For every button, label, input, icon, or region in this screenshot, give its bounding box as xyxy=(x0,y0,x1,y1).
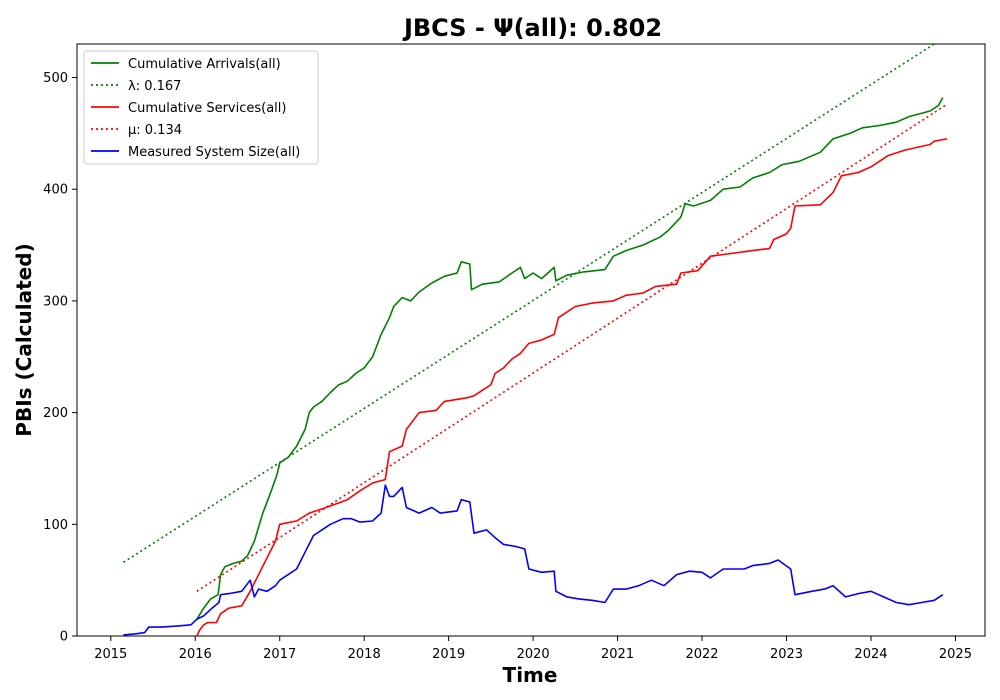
y-tick-label: 200 xyxy=(43,406,68,421)
y-tick-label: 500 xyxy=(43,71,68,86)
y-tick-label: 400 xyxy=(43,183,68,198)
x-tick-label: 2017 xyxy=(263,647,296,662)
x-tick-label: 2021 xyxy=(601,647,634,662)
y-tick-label: 300 xyxy=(43,294,68,309)
legend-label-4: Measured System Size(all) xyxy=(128,145,300,160)
series-line-4 xyxy=(123,484,944,636)
x-tick-label: 2019 xyxy=(432,647,465,662)
y-tick-label: 100 xyxy=(43,518,68,533)
x-tick-label: 2020 xyxy=(517,647,550,662)
legend-label-2: Cumulative Services(all) xyxy=(128,101,286,116)
legend-label-1: λ: 0.167 xyxy=(128,79,181,94)
y-tick-label: 0 xyxy=(60,630,68,645)
series-line-1 xyxy=(123,44,935,563)
series-line-2 xyxy=(196,138,948,636)
x-tick-label: 2023 xyxy=(770,647,803,662)
legend: Cumulative Arrivals(all) λ: 0.167 Cumulati… xyxy=(83,50,319,165)
chart-title: JBCS - Ψ(all): 0.802 xyxy=(402,14,662,42)
x-axis-label: Time xyxy=(503,663,558,687)
x-tick-label: 2022 xyxy=(685,647,718,662)
x-tick-label: 2018 xyxy=(348,647,381,662)
x-axis: 2015 2016 2017 2018 2019 2020 2021 2022 2023 2024… xyxy=(94,636,972,662)
legend-box xyxy=(83,50,319,165)
x-tick-label: 2016 xyxy=(179,647,212,662)
series-line-3 xyxy=(196,104,946,592)
x-tick-label: 2025 xyxy=(939,647,972,662)
y-axis: 0 100 200 300 400 500 xyxy=(43,71,77,645)
y-axis-label: PBIs (Calculated) xyxy=(12,243,36,436)
x-tick-label: 2024 xyxy=(854,647,887,662)
legend-label-3: μ: 0.134 xyxy=(128,123,182,138)
x-tick-label: 2015 xyxy=(94,647,127,662)
series-line-0 xyxy=(196,97,944,620)
legend-label-0: Cumulative Arrivals(all) xyxy=(128,57,281,72)
series-layer xyxy=(123,44,948,636)
